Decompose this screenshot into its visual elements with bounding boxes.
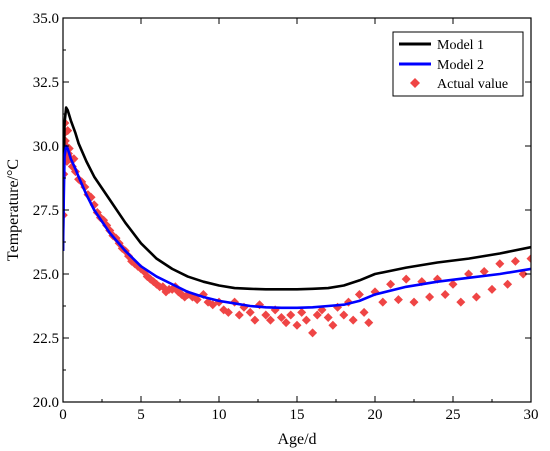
actual-value-point-66 [265, 315, 275, 325]
actual-value-point-104 [510, 256, 520, 266]
data-layer [63, 106, 531, 338]
y-tick-label-2: 25.0 [33, 267, 59, 283]
x-axis-title: Age/d [277, 431, 316, 448]
actual-value-point-78 [328, 320, 338, 330]
actual-value-point-68 [276, 313, 286, 323]
legend-label-actual-value: Actual value [437, 77, 508, 92]
actual-value-point-65 [261, 310, 271, 320]
actual-value-point-74 [308, 328, 318, 338]
actual-value-point-83 [354, 289, 364, 299]
x-tick-label-5: 25 [446, 407, 461, 423]
y-axis-title: Temperature/°C [5, 159, 22, 261]
actual-value-point-97 [456, 297, 466, 307]
actual-value-point-98 [464, 269, 474, 279]
actual-value-point-87 [378, 297, 388, 307]
actual-value-point-63 [250, 315, 260, 325]
actual-value-point-103 [503, 279, 513, 289]
x-tick-label-3: 15 [290, 407, 305, 423]
x-tick-label-1: 5 [137, 407, 145, 423]
y-tick-label-6: 35.0 [33, 11, 59, 27]
actual-value-point-88 [386, 279, 396, 289]
actual-value-point-95 [440, 289, 450, 299]
series-line-model-2 [63, 144, 531, 310]
legend: Model 1 Model 2 Actual value [392, 31, 524, 97]
actual-value-point-82 [348, 315, 358, 325]
x-tick-label-0: 0 [59, 407, 67, 423]
actual-value-point-102 [495, 259, 505, 269]
actual-value-point-93 [425, 292, 435, 302]
y-tick-label-3: 27.5 [33, 203, 59, 219]
actual-value-point-60 [234, 310, 244, 320]
actual-value-point-99 [471, 292, 481, 302]
series-line-model-1 [63, 106, 531, 291]
legend-label-model-2: Model 2 [437, 58, 484, 73]
actual-value-point-100 [479, 266, 489, 276]
actual-value-point-62 [245, 307, 255, 317]
actual-value-point-75 [312, 310, 322, 320]
actual-value-point-77 [323, 313, 333, 323]
y-tick-label-1: 22.5 [33, 331, 59, 347]
actual-value-point-69 [281, 318, 291, 328]
legend-label-model-1: Model 1 [437, 38, 484, 53]
actual-value-point-84 [359, 307, 369, 317]
actual-value-point-89 [393, 295, 403, 305]
actual-value-point-70 [286, 310, 296, 320]
actual-value-point-91 [409, 297, 419, 307]
y-tick-label-0: 20.0 [33, 395, 59, 411]
legend-swatch-actual-value [410, 78, 420, 88]
actual-value-point-73 [301, 315, 311, 325]
actual-value-point-72 [297, 307, 307, 317]
actual-value-point-90 [401, 274, 411, 284]
actual-value-point-101 [487, 284, 497, 294]
actual-value-point-106 [526, 254, 531, 264]
actual-value-point-71 [292, 320, 302, 330]
actual-value-point-52 [192, 295, 202, 305]
x-tick-label-4: 20 [368, 407, 383, 423]
actual-value-point-96 [448, 279, 458, 289]
y-tick-label-5: 32.5 [33, 75, 59, 91]
x-tick-label-6: 30 [524, 407, 539, 423]
series-actual-value-points [63, 118, 531, 338]
x-tick-label-2: 10 [212, 407, 227, 423]
ticks-layer: 0 5 10 15 20 25 30 20.0 22.5 25.0 27.5 30.0 32.5 35.0 [33, 11, 539, 423]
actual-value-point-85 [364, 318, 374, 328]
actual-value-point-80 [339, 310, 349, 320]
y-tick-label-4: 30.0 [33, 139, 59, 155]
actual-value-point-58 [223, 307, 233, 317]
